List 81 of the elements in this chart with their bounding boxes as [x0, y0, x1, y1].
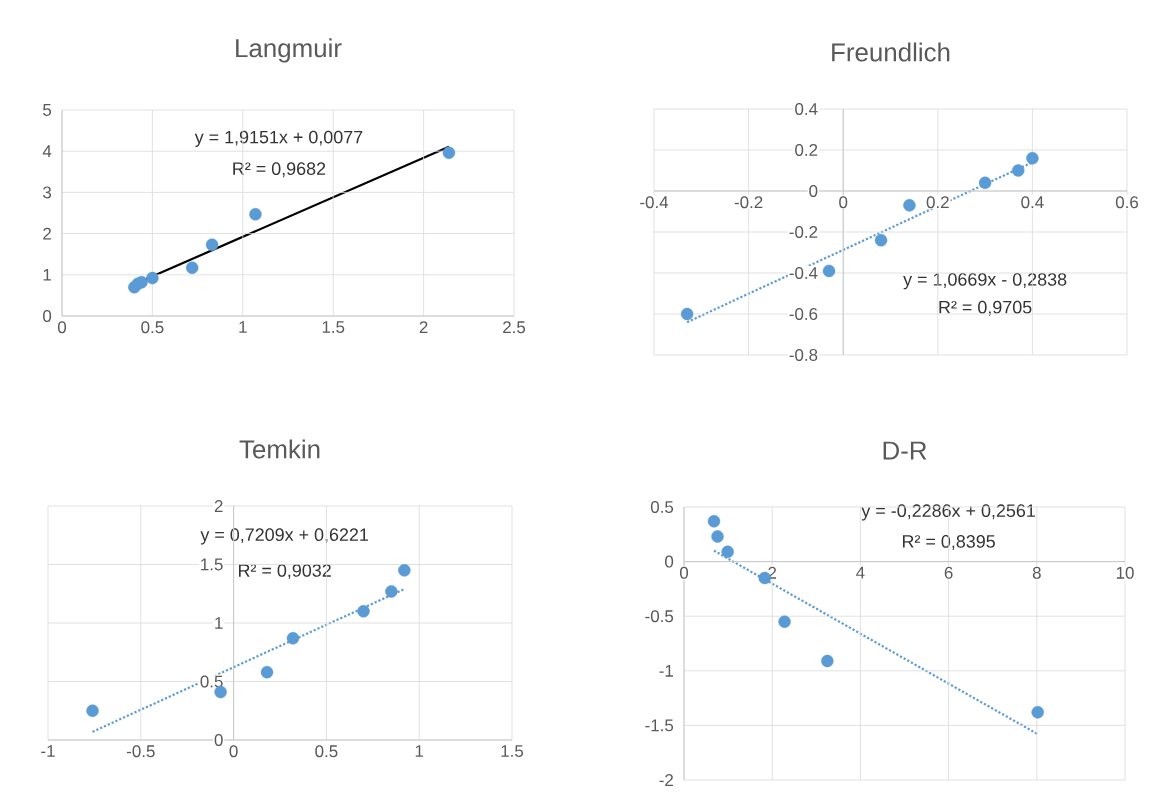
- x-tick-label: 2: [419, 321, 428, 334]
- y-tick-label: 1: [43, 268, 51, 281]
- annotation: R² = 0,9032: [239, 564, 331, 579]
- point: [249, 208, 262, 221]
- x-tick-label: 6: [944, 566, 953, 579]
- point: [86, 704, 99, 717]
- annotation: y = 0,7209x + 0,6221: [200, 528, 368, 545]
- x-tick-label: 1.5: [501, 745, 524, 758]
- y-tick-label: -0.5: [645, 610, 674, 623]
- x-tick-label: -0.2: [734, 196, 763, 209]
- x-tick-label: 0.4: [1021, 196, 1044, 209]
- x-tick-label: 0: [679, 566, 689, 579]
- point: [821, 654, 834, 668]
- point: [260, 665, 274, 679]
- annotation: y = 1,0669x - 0,2838: [903, 273, 1067, 290]
- point: [778, 615, 791, 628]
- y-tick-label: 0.2: [795, 144, 818, 156]
- y-tick-label: 4: [42, 145, 52, 158]
- chart-title: Langmuir: [236, 38, 342, 63]
- point: [707, 515, 721, 528]
- chart-title: D-R: [883, 441, 927, 460]
- x-tick-label: 10: [1116, 566, 1134, 579]
- x-tick-label: 8: [1032, 566, 1041, 579]
- point: [398, 564, 411, 577]
- x-tick-label: 0.5: [315, 745, 338, 758]
- y-tick-label: 2: [43, 227, 51, 240]
- point: [1031, 706, 1044, 719]
- x-tick-label: 2.5: [503, 321, 526, 334]
- x-tick-label: 0: [229, 745, 238, 758]
- y-tick-label: 0: [43, 310, 52, 322]
- point: [385, 585, 398, 598]
- x-tick-label: 0.5: [141, 321, 164, 334]
- y-tick-label: 5: [43, 104, 52, 116]
- y-tick-label: -2: [659, 774, 673, 786]
- x-tick-label: 0.2: [926, 196, 949, 209]
- y-tick-label: 0: [214, 734, 223, 746]
- y-tick-label: 0: [665, 555, 674, 568]
- y-tick-label: 1.5: [201, 558, 223, 571]
- y-tick-label: 0: [809, 185, 818, 197]
- point: [903, 199, 916, 212]
- point: [680, 307, 694, 321]
- annotation: y = 1,9151x + 0,0077: [194, 130, 363, 147]
- x-tick-label: 1: [415, 745, 424, 757]
- x-tick-label: 0: [57, 321, 67, 334]
- annotation: R² = 0,9705: [939, 300, 1032, 316]
- x-tick-label: 0.6: [1115, 196, 1139, 209]
- point: [185, 261, 199, 274]
- point: [978, 176, 992, 189]
- point: [874, 234, 888, 247]
- annotation: y = -0,2286x + 0,2561: [861, 504, 1035, 521]
- y-tick-label: -0.8: [789, 349, 818, 361]
- point: [146, 271, 159, 285]
- y-tick-label: 2: [214, 500, 223, 512]
- chart-title: Freundlich: [832, 42, 950, 62]
- y-tick-label: -0.2: [789, 226, 818, 238]
- y-tick-label: -0.4: [789, 267, 818, 279]
- x-tick-label: 1: [239, 321, 247, 333]
- y-tick-label: -1: [659, 664, 673, 677]
- point: [721, 545, 734, 558]
- y-tick-label: 0.5: [200, 675, 223, 688]
- annotation: R² = 0,9682: [233, 162, 326, 178]
- x-tick-label: 1.5: [322, 321, 345, 334]
- point: [286, 632, 300, 645]
- y-tick-label: 1: [215, 617, 223, 629]
- point: [711, 530, 724, 543]
- point: [1026, 152, 1039, 165]
- y-tick-label: -0.6: [789, 308, 818, 320]
- point: [1012, 164, 1025, 177]
- y-tick-label: -1.5: [645, 719, 674, 732]
- point: [357, 605, 370, 618]
- x-tick-label: -0.5: [126, 745, 155, 758]
- point: [442, 146, 456, 160]
- x-tick-label: 4: [856, 566, 865, 579]
- point: [205, 238, 219, 251]
- annotation: R² = 0,8395: [902, 535, 995, 550]
- y-tick-label: 3: [43, 186, 52, 199]
- point: [822, 264, 836, 278]
- x-tick-label: 0: [839, 196, 848, 209]
- chart-title: Temkin: [239, 439, 320, 459]
- y-tick-label: 0.5: [650, 501, 674, 513]
- y-tick-label: 0.4: [795, 103, 818, 115]
